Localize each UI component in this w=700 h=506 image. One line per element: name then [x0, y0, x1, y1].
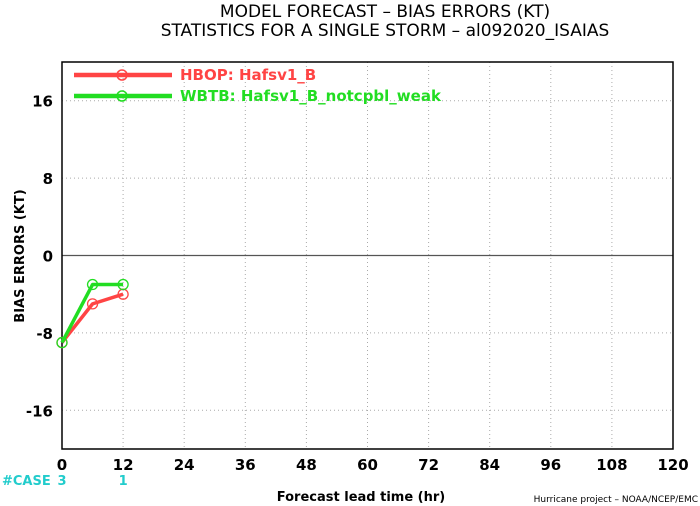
case-count: 3 [57, 474, 66, 489]
x-tick-label: 0 [57, 456, 67, 474]
x-tick-label: 48 [296, 456, 317, 474]
y-tick-label: 8 [43, 170, 53, 188]
x-tick-label: 108 [596, 456, 627, 474]
data-point [56, 336, 68, 349]
series-line [60, 282, 124, 344]
x-tick-labels: 0 12 24 36 48 60 72 84 96 108 120 [57, 456, 689, 474]
x-tick-label: 24 [174, 456, 195, 474]
credit-text: Hurricane project – NOAA/NCEP/EMC [534, 495, 698, 505]
case-counts: #CASE 3 1 [2, 474, 128, 489]
x-tick-label: 60 [357, 456, 378, 474]
y-axis-label: BIAS ERRORS (KT) [13, 189, 28, 322]
series-1 [56, 288, 129, 349]
legend-entry: HBOP: Hafsv1_B [74, 66, 316, 84]
y-tick-label: 0 [43, 248, 53, 266]
x-tick-label: 12 [113, 456, 134, 474]
y-tick-label: -8 [36, 325, 53, 343]
legend-label: HBOP: Hafsv1_B [180, 66, 316, 84]
case-label: #CASE [2, 474, 51, 489]
chart-subtitle: STATISTICS FOR A SINGLE STORM – al092020… [161, 21, 610, 41]
data-point [117, 278, 129, 291]
x-tick-label: 120 [657, 456, 688, 474]
y-tick-label: 16 [32, 93, 53, 111]
chart-title: MODEL FORECAST – BIAS ERRORS (KT) [220, 2, 550, 22]
plot-frame [61, 61, 674, 450]
legend-marker [116, 90, 128, 102]
x-tick-label: 36 [235, 456, 256, 474]
data-point [86, 278, 99, 291]
legend: HBOP: Hafsv1_B WBTB: Hafsv1_B_notcpbl_wea… [74, 66, 442, 105]
legend-label: WBTB: Hafsv1_B_notcpbl_weak [180, 87, 442, 105]
case-count: 1 [119, 474, 128, 489]
series-lines [56, 278, 129, 349]
legend-entry: WBTB: Hafsv1_B_notcpbl_weak [74, 87, 442, 105]
x-tick-label: 96 [540, 456, 561, 474]
y-tick-label: -16 [26, 402, 53, 420]
x-tick-label: 72 [418, 456, 439, 474]
x-axis-label: Forecast lead time (hr) [277, 490, 445, 505]
series-line [60, 292, 124, 344]
series-2 [56, 278, 129, 349]
x-tick-label: 84 [479, 456, 500, 474]
data-point [86, 298, 99, 310]
grid-lines [62, 62, 673, 449]
y-tick-labels: 16 8 0 -8 -16 [26, 93, 53, 421]
legend-marker [116, 69, 128, 81]
